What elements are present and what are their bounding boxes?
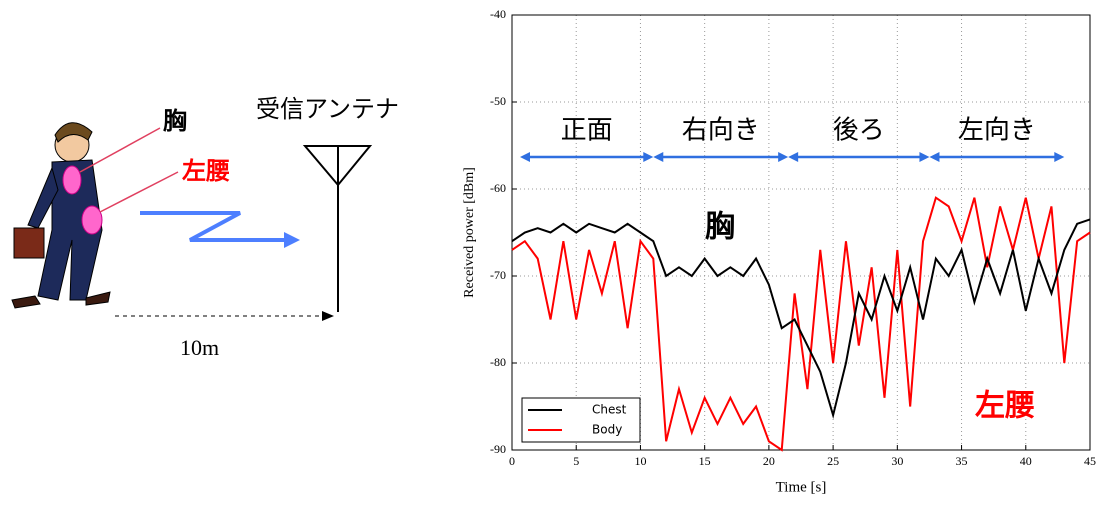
y-tick-label: -90 [490,442,506,456]
y-axis-label: Received power [dBm] [462,167,477,298]
plot-frame [512,15,1090,450]
x-tick-label: 0 [509,454,515,468]
legend-label: Body [592,423,622,437]
x-tick-label: 40 [1020,454,1032,468]
x-tick-label: 15 [699,454,711,468]
walking-person [12,123,178,308]
distance-arrow-head [322,311,334,321]
x-tick-label: 10 [634,454,646,468]
y-tick-label: -60 [490,181,506,195]
x-tick-label: 5 [573,454,579,468]
x-axis-label: Time [s] [776,479,827,495]
page: 胸 左腰 受信アンテナ 10m -90 -80 -70 -60 -50 -40 0 5 10 15… [0,0,1102,502]
antenna-label: 受信アンテナ [256,95,399,123]
direction-label: 後ろ [833,116,885,146]
chest-annotation: 胸 [705,210,735,245]
x-tick-label: 30 [891,454,903,468]
line-series [512,219,1090,415]
y-tick-label: -70 [490,268,506,282]
signal-arrow [140,213,285,240]
x-tick-label: 25 [827,454,839,468]
distance-label: 10m [180,335,219,360]
waist-annotation: 左腰 [975,389,1035,424]
signal-arrow-head [284,232,300,248]
legend-label: Chest [592,403,627,417]
direction-label: 正面 [561,116,613,146]
y-tick-label: -80 [490,355,506,369]
direction-label: 右向き [682,116,760,146]
x-tick-label: 35 [956,454,968,468]
y-tick-label: -50 [490,94,506,108]
chart: -90 -80 -70 -60 -50 -40 0 5 10 15 20 25 30 35 40 45 Time… [462,7,1096,496]
direction-label: 左向き [958,116,1036,146]
antenna [305,146,370,312]
y-tick-label: -40 [490,7,506,21]
x-tick-label: 45 [1084,454,1096,468]
x-tick-label: 20 [763,454,775,468]
chest-label: 胸 [163,107,187,135]
waist-label: 左腰 [182,157,230,185]
